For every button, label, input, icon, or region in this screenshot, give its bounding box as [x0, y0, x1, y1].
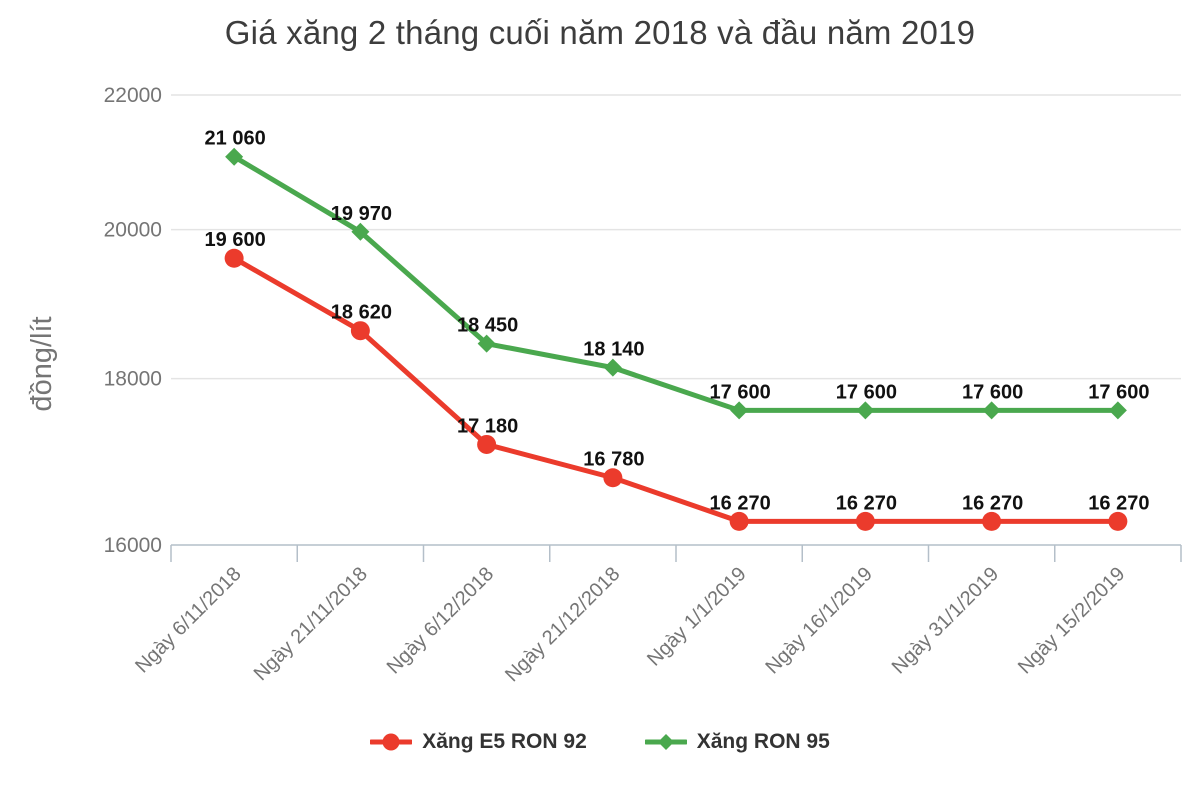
data-point-marker — [982, 401, 1001, 420]
data-point-marker — [856, 401, 875, 420]
data-point-label: 16 270 — [962, 492, 1023, 514]
data-point-label: 19 970 — [331, 203, 392, 225]
data-point-marker — [351, 222, 370, 241]
data-point-label: 17 180 — [457, 415, 518, 437]
legend-diamond-marker-icon — [644, 734, 687, 750]
y-tick-label: 18000 — [104, 368, 162, 391]
legend-label: Xăng E5 RON 92 — [422, 730, 587, 753]
y-axis-title: đồng/lít — [26, 316, 58, 411]
x-tick-label: Ngày 6/12/2018 — [383, 563, 498, 678]
data-point-marker — [603, 468, 623, 488]
data-point-label: 16 270 — [836, 492, 897, 514]
data-point-label: 21 060 — [205, 128, 266, 150]
data-point-label: 17 600 — [710, 381, 771, 403]
data-point-label: 18 140 — [583, 339, 644, 361]
legend-item-1: Xăng RON 95 — [644, 730, 830, 754]
x-tick-label: Ngày 15/2/2019 — [1014, 563, 1129, 678]
data-point-marker — [477, 334, 496, 353]
y-tick-label: 16000 — [104, 534, 162, 557]
data-point-marker — [350, 321, 370, 341]
legend-item-0: Xăng E5 RON 92 — [370, 730, 587, 754]
legend-label: Xăng RON 95 — [696, 730, 830, 753]
x-tick-label: Ngày 21/11/2018 — [250, 563, 372, 685]
data-point-label: 16 270 — [710, 492, 771, 514]
data-point-label: 18 450 — [457, 315, 518, 337]
data-point-label: 17 600 — [962, 381, 1023, 403]
data-point-marker — [603, 358, 622, 377]
series-line-1 — [231, 154, 1121, 413]
data-point-label: 18 620 — [331, 302, 392, 324]
data-point-marker — [855, 511, 875, 531]
x-tick-label: Ngày 1/1/2019 — [643, 563, 751, 671]
data-point-marker — [1108, 511, 1128, 531]
x-tick-label: Ngày 31/1/2019 — [888, 563, 1003, 678]
series-line-0 — [231, 255, 1121, 524]
data-point-marker — [224, 248, 244, 268]
data-point-label: 16 780 — [583, 449, 644, 471]
chart-title: Giá xăng 2 tháng cuối năm 2018 và đầu nă… — [224, 14, 976, 51]
x-tick-label: Ngày 21/12/2018 — [501, 563, 624, 686]
data-point-marker — [225, 147, 244, 166]
data-point-marker — [729, 511, 749, 531]
chart-legend: Xăng E5 RON 92 Xăng RON 95 — [0, 730, 1200, 754]
x-tick-label: Ngày 6/11/2018 — [131, 563, 245, 677]
data-point-label: 16 270 — [1088, 492, 1149, 514]
x-tick-label: Ngày 16/1/2019 — [761, 563, 876, 678]
data-point-marker — [1108, 401, 1127, 420]
data-point-label: 19 600 — [205, 229, 266, 251]
legend-circle-marker-icon — [370, 733, 413, 751]
data-point-marker — [730, 401, 749, 420]
data-point-marker — [477, 434, 497, 454]
data-point-label: 17 600 — [1088, 381, 1149, 403]
data-point-label: 17 600 — [836, 381, 897, 403]
y-tick-label: 22000 — [104, 84, 162, 107]
data-point-marker — [982, 511, 1002, 531]
y-tick-label: 20000 — [104, 219, 162, 242]
